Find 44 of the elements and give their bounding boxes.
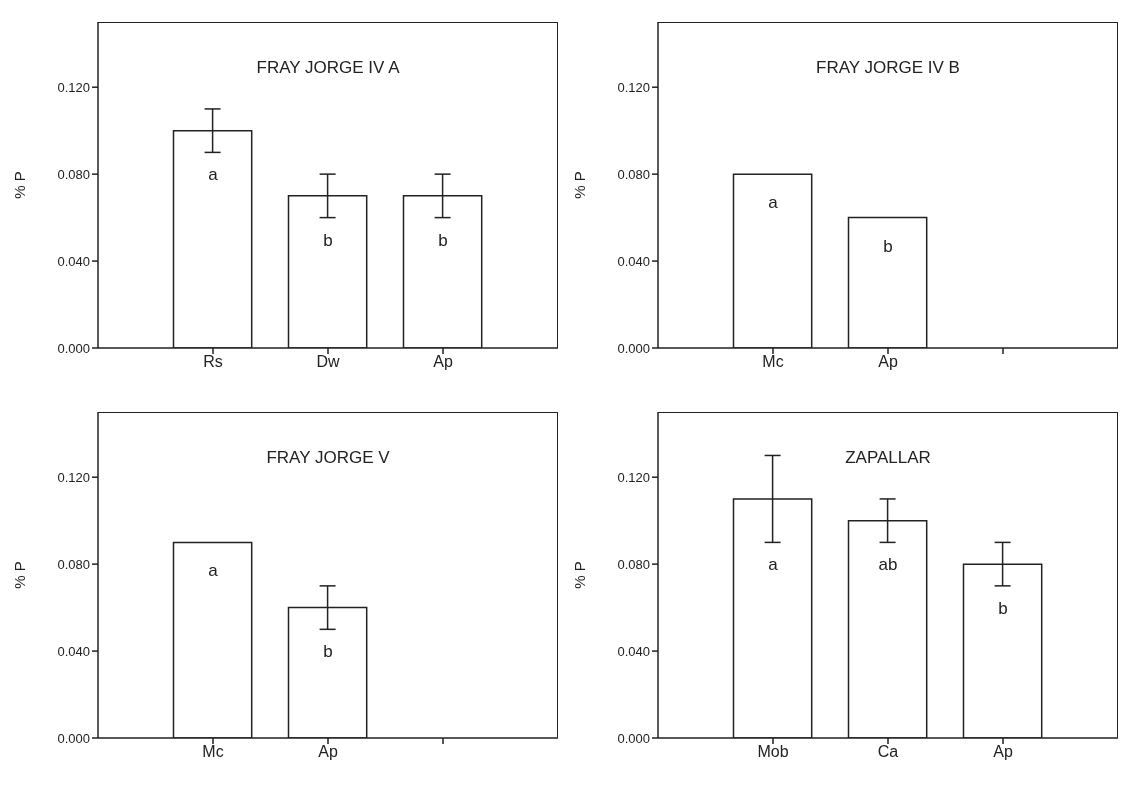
y-tick-label: 0.040: [57, 253, 90, 269]
annotation: b: [998, 598, 1008, 618]
y-tick-label: 0.120: [57, 79, 90, 95]
text: ZAPALLAR: [844, 448, 932, 468]
y-axis-title: % P: [11, 561, 29, 589]
annotation: a: [768, 193, 779, 213]
y-tick-label: 0.080: [617, 556, 650, 572]
y-axis-title: % P: [571, 561, 589, 589]
annotation: a: [768, 555, 779, 575]
x-tick-label: Mc: [202, 743, 224, 761]
y-tick-label: 0.040: [617, 253, 650, 269]
x-tick-label: Rs: [203, 353, 223, 371]
annotation: a: [208, 561, 219, 581]
y-tick-label: 0.000: [57, 730, 90, 746]
annotation: b: [883, 236, 893, 256]
text: FRAY JORGE V: [265, 448, 391, 468]
x-tick-label: Ap: [993, 743, 1013, 761]
x-tick-label: Mob: [757, 743, 789, 761]
annotation: b: [323, 230, 333, 250]
y-tick-label: 0.120: [617, 469, 650, 485]
y-tick-label: 0.120: [57, 469, 90, 485]
y-tick-label: 0.080: [57, 556, 90, 572]
annotation: a: [208, 165, 219, 185]
y-tick-label: 0.080: [617, 166, 650, 182]
x-tick-label: Ap: [318, 743, 338, 761]
y-axis-title: % P: [571, 171, 589, 199]
annotation: b: [323, 642, 333, 662]
x-tick-label: Dw: [316, 353, 340, 371]
y-tick-label: 0.000: [57, 340, 90, 356]
y-tick-label: 0.040: [57, 643, 90, 659]
annotation: ab: [878, 555, 898, 575]
text: FRAY JORGE IV A: [255, 58, 401, 78]
y-tick-label: 0.040: [617, 643, 650, 659]
x-tick-label: Ap: [433, 353, 453, 371]
annotation: b: [438, 230, 448, 250]
y-tick-label: 0.120: [617, 79, 650, 95]
y-tick-label: 0.000: [617, 340, 650, 356]
y-axis-title: % P: [11, 171, 29, 199]
x-tick-label: Mc: [762, 353, 784, 371]
y-tick-label: 0.000: [617, 730, 650, 746]
text: FRAY JORGE IV B: [815, 58, 961, 78]
x-tick-label: Ca: [877, 743, 899, 761]
x-tick-label: Ap: [878, 353, 898, 371]
y-tick-label: 0.080: [57, 166, 90, 182]
